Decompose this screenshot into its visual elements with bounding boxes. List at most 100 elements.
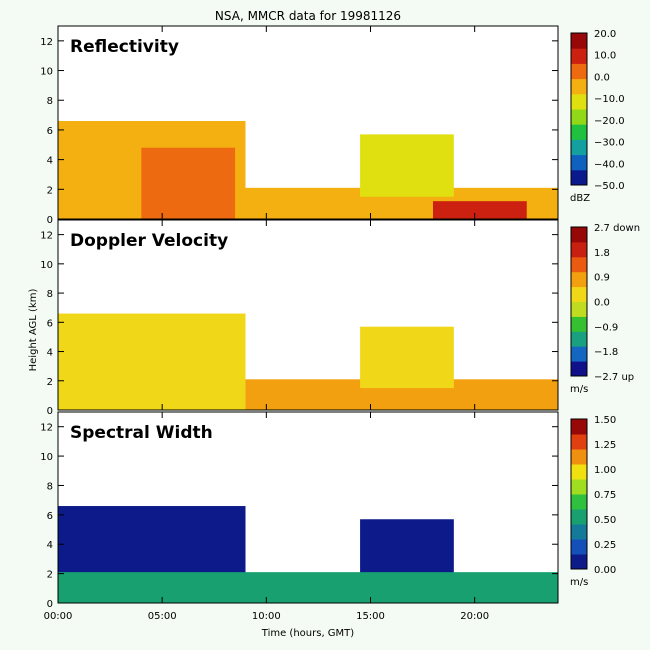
y-tick-label: 2 bbox=[47, 570, 53, 581]
colorbar-tick-label: 0.9 bbox=[594, 273, 610, 284]
x-tick-label: 10:00 bbox=[252, 611, 281, 622]
colorbar-tick-label: −20.0 bbox=[594, 116, 625, 127]
x-axis-label: Time (hours, GMT) bbox=[261, 628, 355, 639]
colorbar-tick-label: −2.7 up bbox=[594, 372, 634, 383]
colorbar-tick-label: 0.50 bbox=[594, 515, 616, 526]
y-tick-label: 2 bbox=[47, 185, 53, 196]
y-tick-label: 2 bbox=[47, 377, 53, 388]
plot-frame bbox=[57, 25, 559, 220]
colorbar-segment bbox=[571, 301, 587, 317]
colorbar-segment bbox=[571, 78, 587, 95]
y-tick-label: 6 bbox=[47, 126, 53, 137]
y-tick-label: 0 bbox=[47, 406, 53, 417]
y-tick-label: 12 bbox=[40, 231, 53, 242]
panel-title: Doppler Velocity bbox=[70, 231, 228, 251]
colorbar-segment bbox=[571, 554, 587, 570]
colorbar-tick-label: 1.00 bbox=[594, 465, 616, 476]
colorbar-segment bbox=[571, 286, 587, 302]
y-tick-label: 8 bbox=[47, 289, 53, 300]
cloud-layer bbox=[58, 572, 558, 603]
colorbar-segment bbox=[571, 109, 587, 125]
colorbar-tick-label: 0.00 bbox=[594, 565, 616, 576]
y-tick-label: 4 bbox=[47, 156, 53, 167]
colorbar-segment bbox=[571, 509, 587, 525]
cloud-layer bbox=[360, 326, 454, 389]
colorbar-tick-label: 1.25 bbox=[594, 440, 616, 451]
colorbar-segment bbox=[571, 48, 587, 64]
plot-frame bbox=[57, 411, 559, 604]
colorbar-tick-label: 0.75 bbox=[594, 490, 616, 501]
colorbar-segment bbox=[571, 479, 587, 495]
x-tick-label: 05:00 bbox=[148, 611, 177, 622]
panel-2: Doppler Velocity 0 2 4 6 8 10 12 2.7 down 1.8 0.9 0… bbox=[40, 219, 640, 417]
panel-1: Reflectivity 0 2 4 6 8 10 12 20.0 10.0 0.0 −10.0 −20… bbox=[40, 25, 625, 226]
colorbar-segment bbox=[571, 361, 587, 377]
y-tick-label: 12 bbox=[40, 423, 53, 434]
colorbar-segment bbox=[571, 63, 587, 80]
colorbar-segment bbox=[571, 93, 587, 110]
colorbar-tick-label: −30.0 bbox=[594, 138, 625, 149]
x-tick-label: 00:00 bbox=[44, 611, 73, 622]
cloud-layer bbox=[58, 313, 246, 410]
y-tick-label: 0 bbox=[47, 599, 53, 610]
colorbar-tick-label: 0.0 bbox=[594, 72, 610, 83]
colorbar-segment bbox=[571, 464, 587, 480]
colorbar-unit: m/s bbox=[570, 577, 588, 588]
colorbar-segment bbox=[571, 271, 587, 288]
colorbar-segment bbox=[571, 494, 587, 510]
colorbar-tick-label: −1.8 bbox=[594, 347, 618, 358]
y-tick-label: 4 bbox=[47, 540, 53, 551]
colorbar-tick-label: 1.50 bbox=[594, 415, 616, 426]
x-tick-label: 20:00 bbox=[460, 611, 489, 622]
colorbar-segment bbox=[571, 241, 587, 258]
y-tick-label: 12 bbox=[40, 37, 53, 48]
colorbar-tick-label: 1.8 bbox=[594, 248, 610, 259]
colorbar-segment bbox=[571, 346, 587, 362]
colorbar-segment bbox=[571, 227, 587, 243]
figure-title: NSA, MMCR data for 19981126 bbox=[215, 9, 401, 23]
colorbar-segment bbox=[571, 33, 587, 49]
colorbar-tick-label: −10.0 bbox=[594, 94, 625, 105]
x-tick-label: 15:00 bbox=[356, 611, 385, 622]
cloud-layer bbox=[360, 134, 454, 197]
cloud-layer bbox=[360, 519, 454, 581]
colorbar-segment bbox=[571, 154, 587, 171]
y-tick-label: 8 bbox=[47, 96, 53, 107]
y-tick-label: 6 bbox=[47, 511, 53, 522]
colorbar-segment bbox=[571, 316, 587, 332]
colorbar-segment bbox=[571, 449, 587, 465]
colorbar-tick-label: 20.0 bbox=[594, 29, 616, 40]
y-tick-label: 6 bbox=[47, 318, 53, 329]
colorbar-tick-label: 0.0 bbox=[594, 298, 610, 309]
colorbar-frame bbox=[570, 226, 588, 377]
y-tick-label: 0 bbox=[47, 215, 53, 226]
colorbar-tick-label: 2.7 down bbox=[594, 223, 640, 234]
colorbar-segment bbox=[571, 331, 587, 347]
y-tick-label: 8 bbox=[47, 481, 53, 492]
colorbar-frame bbox=[570, 418, 588, 570]
plot-frame bbox=[57, 219, 559, 411]
y-tick-label: 10 bbox=[40, 67, 53, 78]
y-tick-label: 10 bbox=[40, 260, 53, 271]
colorbar-segment bbox=[571, 434, 587, 450]
panel-title: Spectral Width bbox=[70, 423, 213, 443]
colorbar-tick-label: −50.0 bbox=[594, 181, 625, 192]
panels: Reflectivity02468101220.010.00.0−10.0−20… bbox=[40, 25, 640, 622]
cloud-layer bbox=[141, 147, 236, 219]
colorbar-unit: m/s bbox=[570, 384, 588, 395]
colorbar-segment bbox=[571, 169, 587, 186]
colorbar-frame bbox=[570, 32, 588, 186]
colorbar-tick-label: −40.0 bbox=[594, 159, 625, 170]
panel-title: Reflectivity bbox=[70, 37, 179, 57]
y-tick-label: 10 bbox=[40, 452, 53, 463]
y-tick-label: 4 bbox=[47, 348, 53, 359]
colorbar-segment bbox=[571, 256, 587, 273]
colorbar-segment bbox=[571, 524, 587, 540]
colorbar-tick-label: 0.25 bbox=[594, 540, 616, 551]
panel-3: Spectral Width 0 2 4 6 8 10 12 00:00 05:00 10:00 15… bbox=[40, 411, 616, 622]
colorbar-tick-label: −0.9 bbox=[594, 322, 618, 333]
y-axis-label: Height AGL (km) bbox=[28, 289, 39, 372]
colorbar-segment bbox=[571, 419, 587, 435]
cloud-layer bbox=[433, 201, 527, 219]
